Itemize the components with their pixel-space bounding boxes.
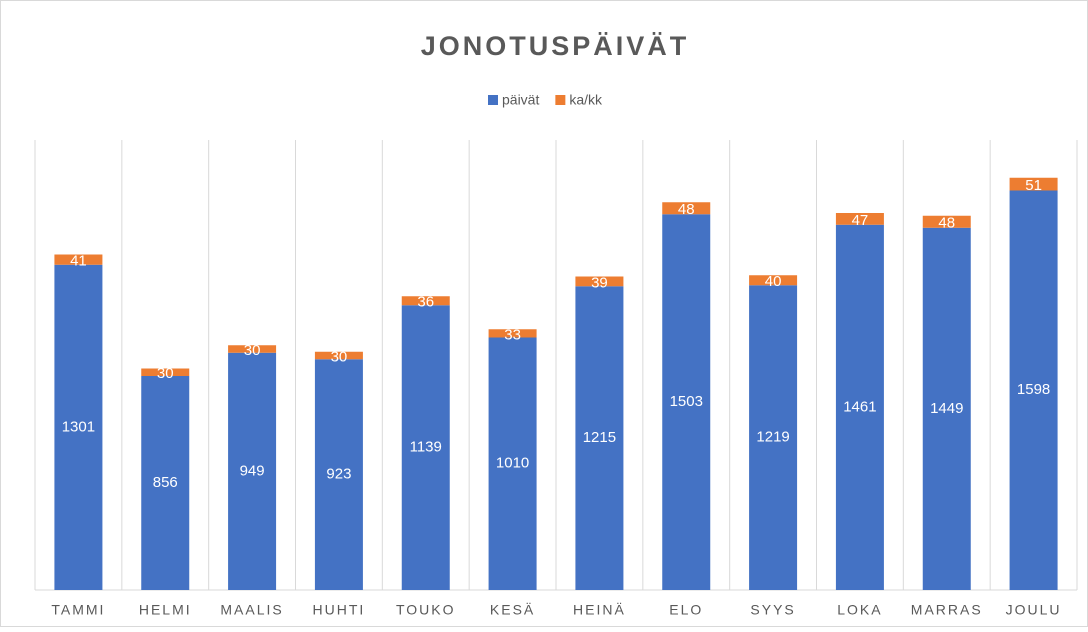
bar-segment — [314, 351, 363, 360]
bar-segment — [228, 345, 277, 353]
data-label: 30 — [157, 365, 174, 382]
data-label: 36 — [417, 294, 434, 311]
legend-label: ka/kk — [569, 92, 603, 108]
data-label: 33 — [504, 326, 521, 343]
data-label: 48 — [678, 201, 695, 218]
bar-segment — [488, 337, 537, 590]
x-tick-label: HEINÄ — [573, 602, 626, 618]
x-tick-label: TOUKO — [396, 602, 456, 618]
data-label: 1010 — [496, 455, 529, 472]
bar-segment — [1009, 177, 1058, 191]
bar-segment — [575, 276, 624, 287]
bar-segment — [922, 227, 971, 590]
bar-segment — [228, 352, 277, 590]
data-label: 1215 — [583, 429, 616, 446]
data-label: 39 — [591, 274, 608, 291]
data-label: 1449 — [930, 400, 963, 417]
data-label: 51 — [1025, 177, 1042, 194]
x-tick-label: TAMMI — [51, 602, 105, 618]
data-label: 1461 — [843, 398, 876, 415]
data-label: 1139 — [410, 439, 442, 456]
x-tick-label: SYYS — [750, 602, 795, 618]
bar-segment — [662, 202, 711, 215]
bar-segment — [749, 285, 798, 590]
legend-swatch — [555, 95, 566, 105]
data-label: 1219 — [756, 429, 789, 446]
x-tick-label: HUHTI — [313, 602, 366, 618]
bar-segment — [835, 213, 884, 225]
data-label: 47 — [852, 212, 869, 229]
data-label: 949 — [240, 462, 265, 479]
bar-segment — [749, 275, 798, 286]
bar-segment — [1009, 190, 1058, 590]
x-tick-label: KESÄ — [490, 602, 535, 618]
data-label: 48 — [938, 215, 955, 232]
data-label: 30 — [331, 348, 348, 365]
x-tick-label: HELMI — [139, 602, 192, 618]
bar-segment — [662, 214, 711, 590]
data-label: 41 — [70, 253, 87, 270]
bar-segment — [922, 215, 971, 228]
x-tick-label: ELO — [669, 602, 703, 618]
data-label: 1598 — [1017, 381, 1050, 398]
x-tick-label: JOULU — [1006, 602, 1062, 618]
bar-segment — [401, 305, 450, 590]
data-label: 923 — [326, 466, 351, 483]
bar-segment — [141, 368, 190, 376]
data-label: 30 — [244, 342, 261, 359]
data-label: 1503 — [670, 393, 703, 410]
x-tick-label: LOKA — [837, 602, 882, 618]
bar-segment — [835, 224, 884, 590]
bar-segment — [401, 296, 450, 306]
bar-segment — [575, 286, 624, 590]
data-label: 856 — [153, 474, 178, 491]
data-label: 1301 — [62, 418, 95, 435]
legend-swatch — [488, 95, 498, 105]
bar-segment — [54, 254, 103, 265]
data-label: 40 — [765, 273, 782, 290]
bar-segment — [54, 264, 103, 590]
bar-segment — [141, 376, 190, 590]
chart-title: JONOTUSPÄIVÄT — [421, 31, 690, 61]
bar-segment — [314, 359, 363, 590]
x-tick-label: MARRAS — [911, 602, 983, 618]
legend-label: päivät — [502, 92, 539, 108]
bar-segment — [488, 329, 537, 338]
x-tick-label: MAALIS — [220, 602, 283, 618]
